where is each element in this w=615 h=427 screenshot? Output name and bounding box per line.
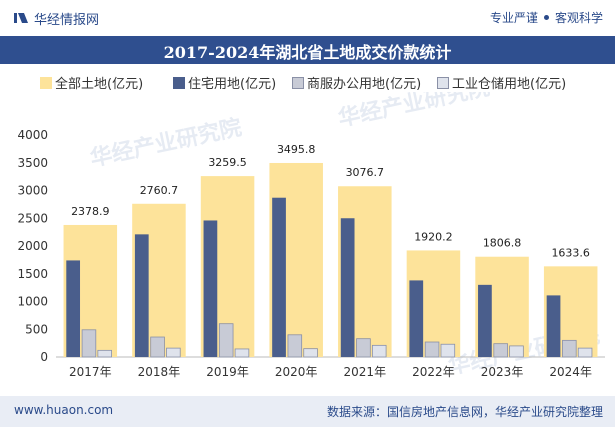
legend-swatch-total bbox=[40, 77, 52, 89]
legend-label-industrial: 工业仓储用地(亿元) bbox=[452, 77, 567, 92]
chart-legend: 全部土地(亿元) 住宅用地(亿元) 商服办公用地(亿元) 工业仓储用地(亿元) bbox=[0, 70, 615, 92]
bar-commercial bbox=[493, 343, 508, 358]
x-tick-label: 2018年 bbox=[138, 365, 181, 379]
bar-industrial bbox=[577, 347, 593, 358]
watermark-text: 华经产业研究院 bbox=[336, 92, 492, 132]
bar-residential bbox=[203, 220, 218, 357]
bar-commercial bbox=[81, 329, 97, 358]
legend-item-residential: 住宅用地(亿元) bbox=[173, 73, 276, 92]
data-label-total: 3076.7 bbox=[346, 166, 385, 179]
y-tick-label: 0 bbox=[40, 350, 48, 364]
data-label-total: 1633.6 bbox=[551, 246, 590, 259]
slogan-dot-icon bbox=[543, 15, 549, 20]
bar-industrial bbox=[371, 344, 387, 358]
bar-commercial bbox=[287, 334, 303, 358]
bar-industrial bbox=[303, 348, 318, 358]
legend-swatch-residential bbox=[173, 77, 185, 89]
slogan-left: 专业严谨 bbox=[489, 11, 538, 25]
legend-swatch-commercial bbox=[292, 77, 304, 89]
footer-data-source: 数据来源：国信房地产信息网，华经产业研究院整理 bbox=[326, 405, 603, 419]
top-bar: 华经情报网 专业严谨 客观科学 bbox=[0, 0, 615, 36]
legend-item-total: 全部土地(亿元) bbox=[40, 73, 143, 92]
data-label-total: 1806.8 bbox=[483, 237, 522, 250]
data-label-total: 1920.2 bbox=[414, 230, 453, 243]
bar-commercial bbox=[218, 323, 234, 358]
bar-commercial bbox=[150, 336, 165, 358]
bar-commercial bbox=[424, 341, 440, 358]
footer-bar: www.huaon.com 数据来源：国信房地产信息网，华经产业研究院整理 bbox=[0, 396, 615, 427]
x-tick-label: 2017年 bbox=[69, 365, 112, 379]
data-label-total: 3495.8 bbox=[277, 143, 316, 156]
y-tick-label: 500 bbox=[25, 322, 48, 336]
bar-industrial bbox=[509, 345, 524, 358]
bar-industrial bbox=[97, 349, 112, 358]
bar-residential bbox=[66, 260, 81, 357]
x-tick-label: 2021年 bbox=[344, 365, 387, 379]
y-tick-label: 2000 bbox=[17, 239, 48, 253]
bar-industrial bbox=[166, 347, 181, 358]
x-tick-label: 2024年 bbox=[549, 365, 592, 379]
data-label-total: 2378.9 bbox=[71, 205, 110, 218]
y-tick-label: 4000 bbox=[17, 128, 48, 142]
bar-commercial bbox=[562, 339, 577, 358]
x-tick-label: 2020年 bbox=[275, 365, 318, 379]
bar-residential bbox=[478, 284, 492, 357]
y-tick-label: 1000 bbox=[17, 295, 48, 309]
legend-swatch-industrial bbox=[437, 77, 449, 89]
bar-residential bbox=[134, 234, 149, 357]
brand-name: 华经情报网 bbox=[34, 13, 100, 28]
x-tick-label: 2022年 bbox=[412, 365, 455, 379]
bar-residential bbox=[546, 295, 561, 357]
bar-residential bbox=[340, 218, 355, 357]
footer-website: www.huaon.com bbox=[14, 403, 114, 417]
y-tick-label: 2500 bbox=[17, 211, 48, 225]
x-tick-label: 2023年 bbox=[481, 365, 524, 379]
data-label-total: 3259.5 bbox=[208, 156, 247, 169]
y-tick-label: 1500 bbox=[17, 267, 48, 281]
slogan: 专业严谨 客观科学 bbox=[490, 9, 603, 26]
bar-commercial bbox=[356, 338, 371, 358]
legend-label-commercial: 商服办公用地(亿元) bbox=[307, 77, 422, 92]
bar-industrial bbox=[234, 348, 250, 358]
legend-label-residential: 住宅用地(亿元) bbox=[188, 77, 277, 92]
bar-industrial bbox=[440, 343, 456, 358]
slogan-right: 客观科学 bbox=[554, 11, 603, 25]
x-tick-label: 2019年 bbox=[206, 365, 249, 379]
y-tick-label: 3500 bbox=[17, 156, 48, 170]
legend-item-commercial: 商服办公用地(亿元) bbox=[292, 73, 421, 92]
legend-label-total: 全部土地(亿元) bbox=[55, 77, 144, 92]
bar-chart: 华经产业研究院华经产业研究院华经产业研究院0500100015002000250… bbox=[17, 92, 605, 380]
bar-residential bbox=[272, 197, 286, 357]
bar-residential bbox=[409, 280, 424, 357]
y-tick-label: 3000 bbox=[17, 184, 48, 198]
legend-item-industrial: 工业仓储用地(亿元) bbox=[437, 73, 566, 92]
title-bar: 2017-2024年湖北省土地成交价款统计 bbox=[0, 36, 615, 64]
data-label-total: 2760.7 bbox=[140, 184, 179, 197]
chart-title: 2017-2024年湖北省土地成交价款统计 bbox=[163, 43, 452, 62]
brand-logo-icon bbox=[14, 13, 28, 23]
